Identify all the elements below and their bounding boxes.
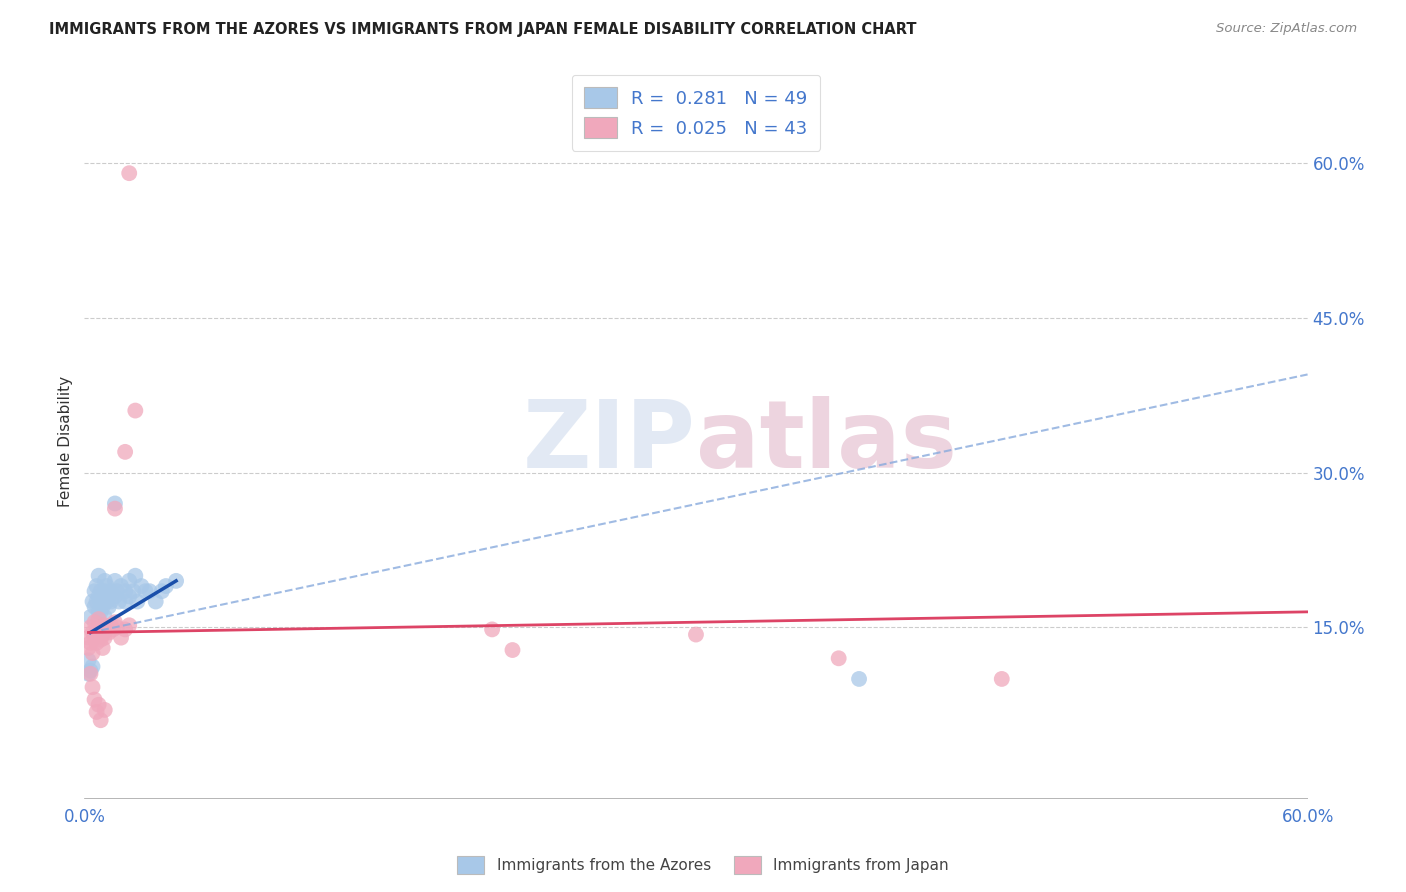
- Point: [82, 594, 104, 608]
- Point: [91, 599, 114, 614]
- Point: [77, 653, 100, 667]
- Point: [93, 703, 115, 717]
- Point: [110, 579, 132, 593]
- Point: [82, 680, 104, 694]
- Point: [79, 664, 101, 678]
- Point: [127, 594, 149, 608]
- Point: [108, 594, 131, 608]
- Point: [155, 579, 177, 593]
- Point: [165, 574, 187, 588]
- Point: [104, 615, 127, 630]
- Point: [87, 612, 110, 626]
- Point: [83, 599, 105, 614]
- Point: [124, 568, 146, 582]
- Point: [828, 651, 851, 665]
- Text: atlas: atlas: [696, 395, 957, 488]
- Point: [96, 579, 118, 593]
- Point: [79, 620, 101, 634]
- Point: [83, 631, 105, 645]
- Legend: R =  0.281   N = 49, R =  0.025   N = 43: R = 0.281 N = 49, R = 0.025 N = 43: [572, 75, 820, 151]
- Point: [138, 584, 160, 599]
- Point: [101, 623, 124, 637]
- Point: [87, 625, 110, 640]
- Point: [100, 584, 122, 599]
- Point: [87, 590, 110, 604]
- Point: [93, 631, 115, 645]
- Point: [100, 594, 122, 608]
- Point: [77, 640, 100, 655]
- Point: [87, 698, 110, 712]
- Point: [105, 620, 128, 634]
- Text: IMMIGRANTS FROM THE AZORES VS IMMIGRANTS FROM JAPAN FEMALE DISABILITY CORRELATIO: IMMIGRANTS FROM THE AZORES VS IMMIGRANTS…: [49, 22, 917, 37]
- Point: [90, 620, 112, 634]
- Point: [87, 605, 110, 619]
- Point: [77, 631, 100, 645]
- Point: [145, 594, 167, 608]
- Point: [90, 632, 112, 647]
- Point: [118, 574, 141, 588]
- Point: [114, 445, 136, 459]
- Point: [79, 666, 101, 681]
- Point: [86, 705, 108, 719]
- Point: [97, 590, 120, 604]
- Text: Source: ZipAtlas.com: Source: ZipAtlas.com: [1216, 22, 1357, 36]
- Point: [79, 610, 101, 624]
- Point: [93, 610, 115, 624]
- Legend: Immigrants from the Azores, Immigrants from Japan: Immigrants from the Azores, Immigrants f…: [451, 850, 955, 880]
- Point: [135, 584, 157, 599]
- Point: [82, 659, 104, 673]
- Point: [96, 594, 118, 608]
- Y-axis label: Female Disability: Female Disability: [58, 376, 73, 508]
- Point: [481, 623, 503, 637]
- Point: [77, 666, 100, 681]
- Point: [104, 590, 127, 604]
- Point: [79, 636, 101, 650]
- Point: [131, 579, 153, 593]
- Point: [114, 594, 136, 608]
- Point: [118, 618, 141, 632]
- Point: [502, 643, 524, 657]
- Point: [104, 496, 127, 510]
- Point: [91, 640, 114, 655]
- Point: [93, 574, 115, 588]
- Point: [83, 692, 105, 706]
- Point: [90, 594, 112, 608]
- Point: [83, 615, 105, 630]
- Point: [685, 627, 707, 641]
- Point: [93, 594, 115, 608]
- Point: [991, 672, 1014, 686]
- Point: [97, 599, 120, 614]
- Point: [150, 584, 173, 599]
- Point: [96, 623, 118, 637]
- Point: [90, 584, 112, 599]
- Point: [105, 584, 128, 599]
- Point: [124, 403, 146, 417]
- Point: [114, 584, 136, 599]
- Point: [91, 590, 114, 604]
- Point: [86, 636, 108, 650]
- Text: ZIP: ZIP: [523, 395, 696, 488]
- Point: [97, 625, 120, 640]
- Point: [118, 166, 141, 180]
- Point: [104, 501, 127, 516]
- Point: [848, 672, 870, 686]
- Point: [82, 646, 104, 660]
- Point: [110, 631, 132, 645]
- Point: [86, 594, 108, 608]
- Point: [86, 623, 108, 637]
- Point: [91, 627, 114, 641]
- Point: [93, 584, 115, 599]
- Point: [86, 579, 108, 593]
- Point: [118, 590, 141, 604]
- Point: [90, 713, 112, 727]
- Point: [114, 623, 136, 637]
- Point: [87, 568, 110, 582]
- Point: [82, 625, 104, 640]
- Point: [100, 618, 122, 632]
- Point: [83, 584, 105, 599]
- Point: [93, 618, 115, 632]
- Point: [122, 584, 145, 599]
- Point: [90, 605, 112, 619]
- Point: [104, 574, 127, 588]
